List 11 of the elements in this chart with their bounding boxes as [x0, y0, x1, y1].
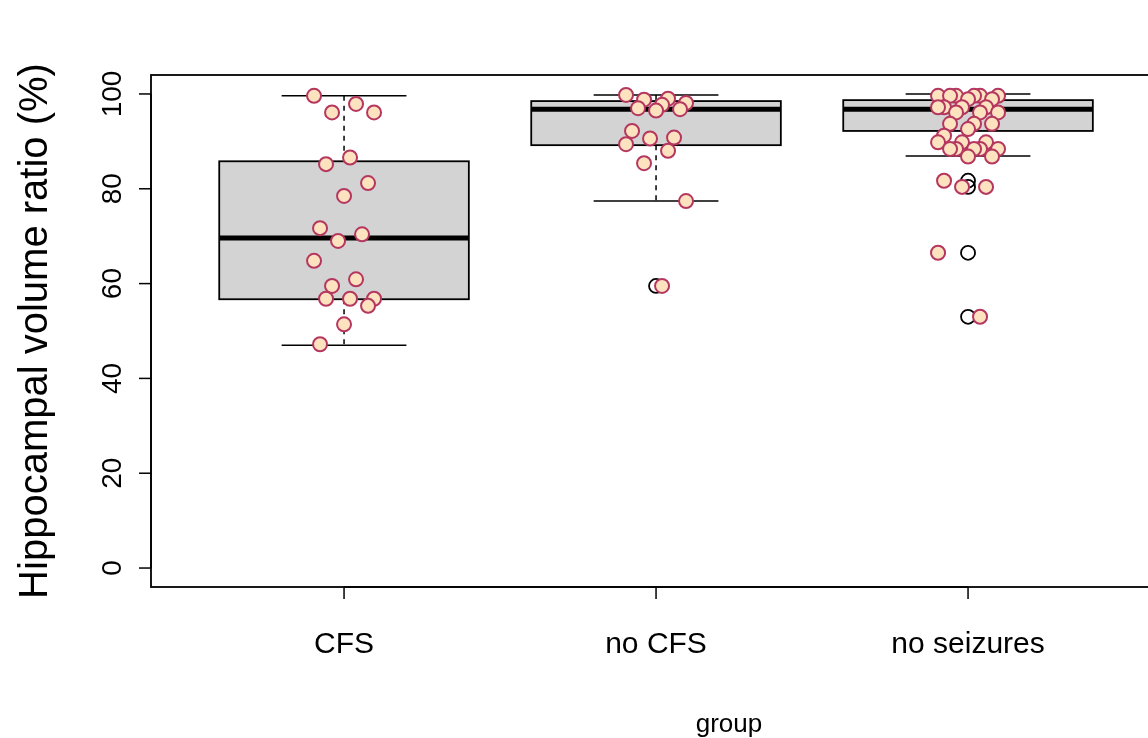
y-tick-label: 40: [96, 362, 127, 394]
x-axis-title: group: [695, 708, 763, 738]
y-axis-title: Hippocampal volume ratio (%): [11, 63, 55, 599]
y-tick-label: 60: [96, 268, 127, 300]
y-tick-label: 100: [96, 70, 127, 118]
y-tick-label: 0: [96, 560, 127, 576]
x-tick-label: no seizures: [891, 626, 1045, 659]
y-tick-label: 20: [96, 457, 127, 489]
y-tick-label: 80: [96, 173, 127, 205]
x-tick-label: no CFS: [605, 626, 707, 659]
x-tick-label: CFS: [314, 626, 375, 659]
